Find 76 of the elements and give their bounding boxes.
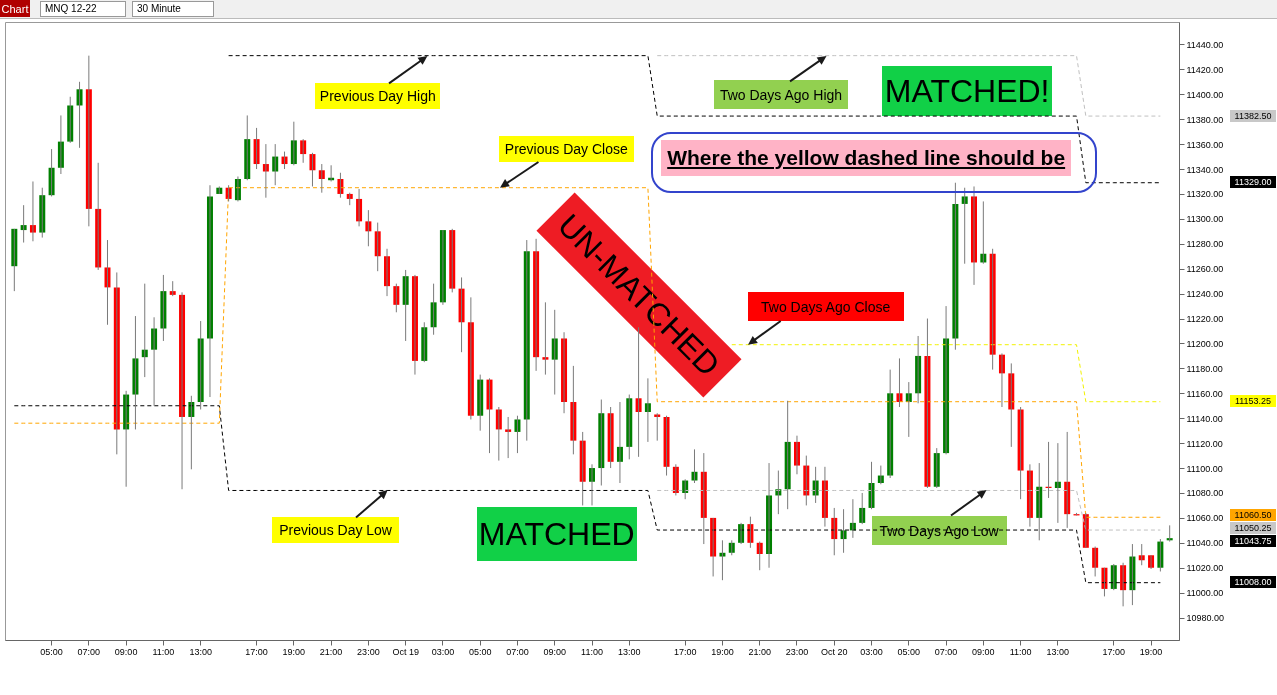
y-tick-label: 11140.00 xyxy=(1186,413,1223,424)
x-tick-label: 09:00 xyxy=(972,646,995,657)
x-tick-label: 19:00 xyxy=(1139,646,1163,657)
x-tick-label: 23:00 xyxy=(785,646,809,657)
y-tick-label: 11020.00 xyxy=(1186,563,1224,574)
y-tick-label: 11220.00 xyxy=(1186,314,1224,325)
x-tick-label: 23:00 xyxy=(357,646,380,657)
chart-subtitle: 30 Minute xyxy=(132,1,214,17)
y-tick-label: 11160.00 xyxy=(1186,388,1223,399)
y-tick-label: 11420.00 xyxy=(1186,64,1224,75)
text: 11050.25 xyxy=(1230,522,1276,534)
x-tick-label: 07:00 xyxy=(934,646,958,657)
x-tick-label: 19:00 xyxy=(282,646,306,657)
text: 11329.00 xyxy=(1230,176,1276,188)
y-tick-label: 11260.00 xyxy=(1186,264,1224,275)
text: 11008.00 xyxy=(1230,576,1276,588)
x-tick-label: 07:00 xyxy=(506,646,529,657)
annotation: Two Days Ago Low xyxy=(871,516,1007,545)
chart-title: MNQ 12-22 xyxy=(40,1,126,17)
annotation: MATCHED xyxy=(476,507,637,561)
annotation: Where the yellow dashed line should be xyxy=(661,140,1072,176)
x-tick-label: 05:00 xyxy=(897,646,921,657)
annotation: Two Days Ago High xyxy=(714,80,848,109)
y-tick-label: 11100.00 xyxy=(1186,463,1223,474)
y-tick-label: 11060.00 xyxy=(1186,513,1224,524)
x-tick-label: Oct 19 xyxy=(392,646,419,657)
y-tick-label: 11180.00 xyxy=(1186,363,1223,374)
y-tick-label: 11200.00 xyxy=(1186,338,1224,349)
candlestick xyxy=(169,280,176,297)
x-tick-label: 17:00 xyxy=(1102,646,1126,657)
candlestick xyxy=(542,301,549,376)
y-tick-label: 11240.00 xyxy=(1186,289,1224,300)
x-tick-label: 05:00 xyxy=(468,646,492,657)
y-tick-label: 11340.00 xyxy=(1186,164,1224,175)
text: Chart xyxy=(0,0,30,17)
annotation: Two Days Ago Close xyxy=(747,292,904,321)
x-tick-label: 19:00 xyxy=(711,646,734,657)
y-tick-label: 11040.00 xyxy=(1186,538,1224,549)
x-tick-label: 11:00 xyxy=(581,646,603,657)
x-tick-label: 13:00 xyxy=(189,646,212,657)
x-tick-label: 07:00 xyxy=(77,646,101,657)
x-tick-label: 21:00 xyxy=(748,646,771,657)
y-tick-label: 11440.00 xyxy=(1186,39,1224,50)
x-tick-label: 17:00 xyxy=(245,646,268,657)
x-tick-label: 09:00 xyxy=(543,646,566,657)
y-tick-label: 11120.00 xyxy=(1186,438,1223,449)
candlestick xyxy=(654,412,661,442)
x-tick-label: 13:00 xyxy=(618,646,641,657)
annotation: Previous Day Close xyxy=(498,136,634,162)
text: 11153.25 xyxy=(1230,395,1276,407)
text: 11382.50 xyxy=(1230,110,1276,122)
x-tick-label: Oct 20 xyxy=(821,646,848,657)
annotation: Previous Day Low xyxy=(272,517,400,543)
y-tick-label: 11000.00 xyxy=(1186,588,1224,599)
y-tick-label: 10980.00 xyxy=(1186,613,1225,624)
x-tick-label: 03:00 xyxy=(860,646,883,657)
x-tick-label: 09:00 xyxy=(114,646,138,657)
y-tick-label: 11360.00 xyxy=(1186,139,1224,150)
x-tick-label: 17:00 xyxy=(673,646,697,657)
x-tick-label: 11:00 xyxy=(152,646,175,657)
text: 11060.50 xyxy=(1230,509,1276,521)
x-tick-label: 13:00 xyxy=(1046,646,1070,657)
y-tick-label: 11280.00 xyxy=(1186,239,1224,250)
x-tick-label: 03:00 xyxy=(431,646,455,657)
x-tick-label: 21:00 xyxy=(319,646,343,657)
y-tick-label: 11380.00 xyxy=(1186,114,1224,125)
y-tick-label: 11320.00 xyxy=(1186,189,1224,200)
annotation: Previous Day High xyxy=(315,83,441,109)
y-tick-label: 11400.00 xyxy=(1186,89,1224,100)
y-tick-label: 11080.00 xyxy=(1186,488,1224,499)
x-tick-label: 05:00 xyxy=(40,646,63,657)
x-tick-label: 11:00 xyxy=(1009,646,1032,657)
candlestick xyxy=(719,539,726,581)
text: 11043.75 xyxy=(1230,535,1276,547)
y-tick-label: 11300.00 xyxy=(1186,214,1224,225)
annotation: MATCHED! xyxy=(882,66,1053,116)
